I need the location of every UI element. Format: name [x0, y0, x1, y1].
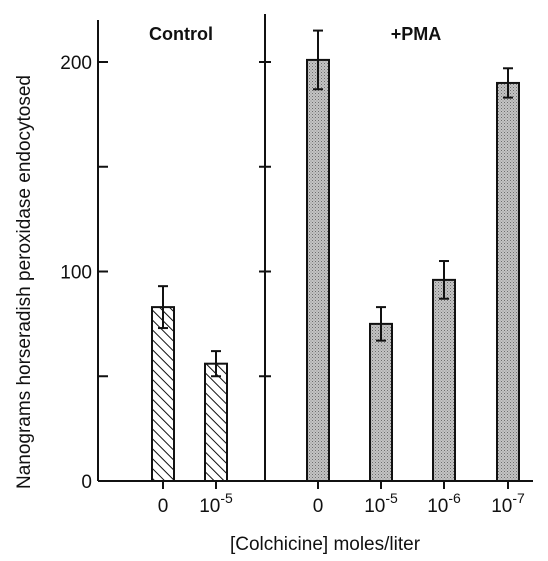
x-tick-label: 0	[158, 496, 169, 517]
panel-label-control: Control	[149, 24, 213, 44]
x-tick-label: 10-7	[491, 490, 525, 517]
x-tick-label: 10-5	[199, 490, 233, 517]
bar	[432, 278, 456, 482]
bar	[151, 306, 175, 482]
bar	[369, 322, 393, 482]
x-tick-label: 10-6	[427, 490, 461, 517]
x-axis-title: [Colchicine] moles/liter	[230, 534, 421, 555]
bars	[151, 29, 520, 482]
bar	[306, 58, 330, 482]
x-tick-label: 10-5	[364, 490, 398, 517]
labels: 0 100 200 0 10-5 0 10-5 10-6 10-7 Control +PMA [Col…	[14, 24, 525, 555]
y-tick-label: 200	[60, 53, 92, 74]
bar	[204, 362, 228, 482]
y-tick-label: 0	[81, 472, 92, 493]
panel-label-pma: +PMA	[391, 24, 442, 44]
bar	[496, 81, 520, 482]
y-tick-label: 100	[60, 263, 92, 284]
x-tick-label: 0	[313, 496, 324, 517]
y-axis-title: Nanograms horseradish peroxidase endocyt…	[14, 75, 35, 489]
